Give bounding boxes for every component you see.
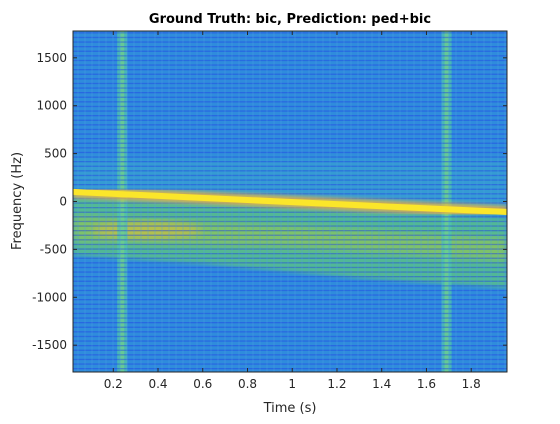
x-axis-label: Time (s) (263, 401, 317, 416)
y-tick-label: -1500 (32, 338, 67, 352)
x-tick-label: 0.2 (104, 377, 123, 391)
y-tick-label: 0 (59, 195, 67, 209)
x-tick-label: 1.2 (327, 377, 346, 391)
x-tick-label: 1.6 (417, 377, 436, 391)
x-tick-label: 1.4 (372, 377, 391, 391)
x-axis: 0.2 0.4 0.6 0.8 1 1.2 1.4 1.6 1.8 (104, 31, 481, 391)
main-band (73, 188, 507, 216)
y-tick-label: -500 (40, 242, 67, 256)
y-axis-label: Frequency (Hz) (10, 152, 25, 250)
x-tick-label: 1.8 (462, 377, 481, 391)
y-tick-label: -1000 (32, 290, 67, 304)
x-tick-label: 0.6 (193, 377, 212, 391)
plot-area (73, 31, 507, 372)
x-tick-label: 1 (288, 377, 296, 391)
y-tick-label: 1000 (36, 99, 67, 113)
y-tick-label: 500 (44, 147, 67, 161)
y-tick-label: 1500 (36, 51, 67, 65)
y-axis: 1500 1000 500 0 -500 -1000 -1500 (32, 51, 507, 352)
chart-title: Ground Truth: bic, Prediction: ped+bic (149, 12, 431, 27)
x-tick-label: 0.4 (148, 377, 167, 391)
x-tick-label: 0.8 (238, 377, 257, 391)
